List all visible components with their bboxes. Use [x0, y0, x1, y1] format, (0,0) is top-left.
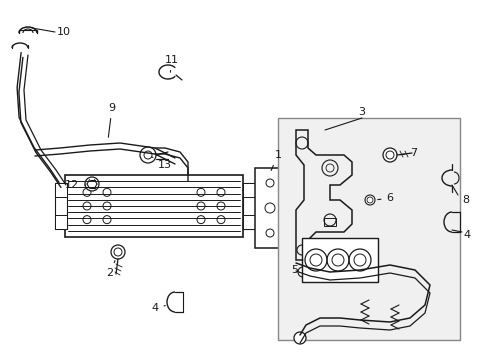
Text: 4: 4 [151, 303, 165, 313]
Bar [65, 175, 243, 237]
Circle shape [382, 148, 396, 162]
Text: 3: 3 [358, 107, 365, 117]
Text: 1: 1 [270, 150, 281, 170]
Text: 4: 4 [462, 230, 469, 240]
Text: 10: 10 [57, 27, 71, 37]
Text: 11: 11 [164, 55, 179, 72]
Circle shape [197, 188, 204, 196]
Bar [254, 168, 285, 248]
Circle shape [103, 216, 111, 224]
Text: 13: 13 [152, 157, 172, 170]
Circle shape [83, 188, 91, 196]
Circle shape [217, 202, 224, 210]
Circle shape [265, 179, 273, 187]
Circle shape [83, 216, 91, 224]
Circle shape [103, 188, 111, 196]
Circle shape [297, 267, 307, 277]
Text: 12: 12 [65, 180, 85, 190]
Circle shape [83, 202, 91, 210]
Bar [55, 183, 67, 197]
Text: 8: 8 [461, 195, 468, 205]
Circle shape [364, 195, 374, 205]
Bar [243, 215, 257, 229]
Bar [55, 183, 67, 229]
Bar [55, 215, 67, 229]
Circle shape [265, 229, 273, 237]
Circle shape [143, 151, 152, 159]
Circle shape [197, 216, 204, 224]
Bar [243, 183, 257, 229]
Circle shape [111, 245, 125, 259]
Circle shape [103, 202, 111, 210]
Bar [302, 238, 377, 282]
Text: 9: 9 [108, 103, 115, 137]
Bar [324, 218, 335, 226]
Circle shape [140, 147, 156, 163]
Circle shape [264, 203, 274, 213]
Text: 5: 5 [291, 260, 303, 275]
Text: 6: 6 [377, 193, 393, 203]
Circle shape [217, 188, 224, 196]
Circle shape [293, 332, 305, 344]
Text: 2: 2 [106, 261, 115, 278]
Circle shape [217, 216, 224, 224]
Bar [243, 183, 257, 197]
Circle shape [197, 202, 204, 210]
Text: 7: 7 [400, 148, 417, 158]
Circle shape [85, 177, 99, 191]
Bar [278, 118, 459, 340]
